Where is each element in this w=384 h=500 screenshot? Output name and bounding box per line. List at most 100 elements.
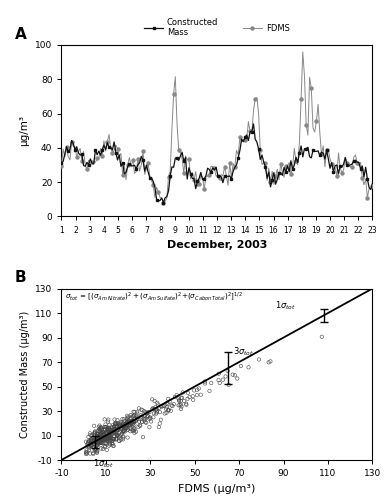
Point bbox=[105, 418, 111, 426]
Point bbox=[96, 430, 103, 438]
Point bbox=[99, 439, 105, 447]
Point bbox=[226, 381, 232, 389]
Point bbox=[111, 424, 117, 432]
Point bbox=[131, 417, 137, 425]
Point bbox=[110, 440, 116, 448]
Point bbox=[147, 414, 153, 422]
Point bbox=[88, 431, 94, 439]
Point bbox=[123, 424, 129, 432]
Point bbox=[99, 428, 105, 436]
Point bbox=[120, 428, 126, 436]
Point bbox=[111, 429, 117, 437]
Point bbox=[93, 442, 99, 450]
Point bbox=[128, 418, 134, 426]
Point bbox=[123, 424, 129, 432]
Point bbox=[164, 403, 170, 411]
Point bbox=[151, 405, 157, 413]
Point bbox=[103, 439, 109, 447]
Point bbox=[124, 426, 131, 434]
Point bbox=[103, 423, 109, 431]
Point bbox=[90, 443, 96, 451]
Point bbox=[165, 406, 171, 414]
Point bbox=[120, 420, 126, 428]
Point bbox=[142, 408, 149, 416]
Point bbox=[93, 436, 99, 444]
Point bbox=[99, 426, 105, 434]
Point bbox=[96, 426, 103, 434]
Point bbox=[91, 430, 98, 438]
Point bbox=[97, 438, 103, 446]
Point bbox=[104, 434, 111, 442]
Point bbox=[98, 435, 104, 443]
Point bbox=[127, 419, 134, 427]
Point bbox=[109, 423, 115, 431]
Point bbox=[144, 413, 150, 421]
Point bbox=[152, 397, 158, 405]
Point bbox=[102, 442, 108, 450]
Point bbox=[106, 429, 113, 437]
Point bbox=[99, 436, 105, 444]
Point bbox=[119, 415, 126, 423]
Point bbox=[96, 424, 102, 432]
Point bbox=[184, 395, 190, 403]
Point bbox=[122, 417, 128, 425]
Point bbox=[97, 436, 103, 444]
Point bbox=[83, 450, 89, 458]
Point bbox=[104, 426, 111, 434]
Point bbox=[103, 420, 109, 428]
Point bbox=[86, 442, 92, 450]
Point bbox=[158, 402, 164, 410]
Point bbox=[168, 407, 174, 415]
Point bbox=[118, 418, 124, 426]
Point bbox=[83, 438, 89, 446]
Point bbox=[113, 420, 119, 428]
Point bbox=[98, 433, 104, 441]
Point bbox=[97, 434, 103, 442]
Point bbox=[96, 422, 103, 430]
Point bbox=[121, 422, 127, 430]
Point bbox=[162, 410, 168, 418]
Point bbox=[116, 437, 122, 445]
Point bbox=[106, 438, 112, 446]
Point bbox=[105, 435, 111, 443]
Point bbox=[97, 439, 103, 447]
Point bbox=[114, 420, 120, 428]
Point bbox=[196, 384, 202, 392]
Point bbox=[96, 437, 103, 445]
Point bbox=[94, 427, 101, 435]
Point bbox=[101, 416, 108, 424]
Point bbox=[147, 414, 154, 422]
Point bbox=[136, 418, 142, 426]
Point bbox=[146, 408, 152, 416]
Point bbox=[105, 432, 111, 440]
Point bbox=[86, 433, 92, 441]
Point bbox=[116, 429, 122, 437]
Point bbox=[100, 427, 106, 435]
Point bbox=[97, 436, 103, 444]
Point bbox=[117, 420, 123, 428]
Point bbox=[141, 416, 147, 424]
Text: 1$\sigma_{tot}$: 1$\sigma_{tot}$ bbox=[275, 300, 296, 312]
Point bbox=[108, 426, 114, 434]
Point bbox=[89, 436, 96, 444]
Text: 3$\sigma_{tot}$: 3$\sigma_{tot}$ bbox=[232, 346, 253, 358]
Point bbox=[126, 416, 132, 424]
Point bbox=[149, 406, 155, 413]
Point bbox=[129, 412, 135, 420]
Text: B: B bbox=[15, 270, 26, 285]
Point bbox=[85, 438, 91, 446]
Point bbox=[111, 426, 117, 434]
Point bbox=[190, 396, 196, 404]
Point bbox=[111, 422, 117, 430]
Point bbox=[157, 408, 163, 416]
Point bbox=[124, 418, 131, 426]
Point bbox=[95, 430, 101, 438]
Point bbox=[113, 420, 119, 428]
X-axis label: FDMS (μg/m³): FDMS (μg/m³) bbox=[178, 484, 256, 494]
Point bbox=[105, 426, 111, 434]
Point bbox=[116, 420, 122, 428]
Point bbox=[104, 432, 110, 440]
Point bbox=[102, 423, 108, 431]
Point bbox=[96, 438, 102, 446]
Point bbox=[144, 412, 151, 420]
